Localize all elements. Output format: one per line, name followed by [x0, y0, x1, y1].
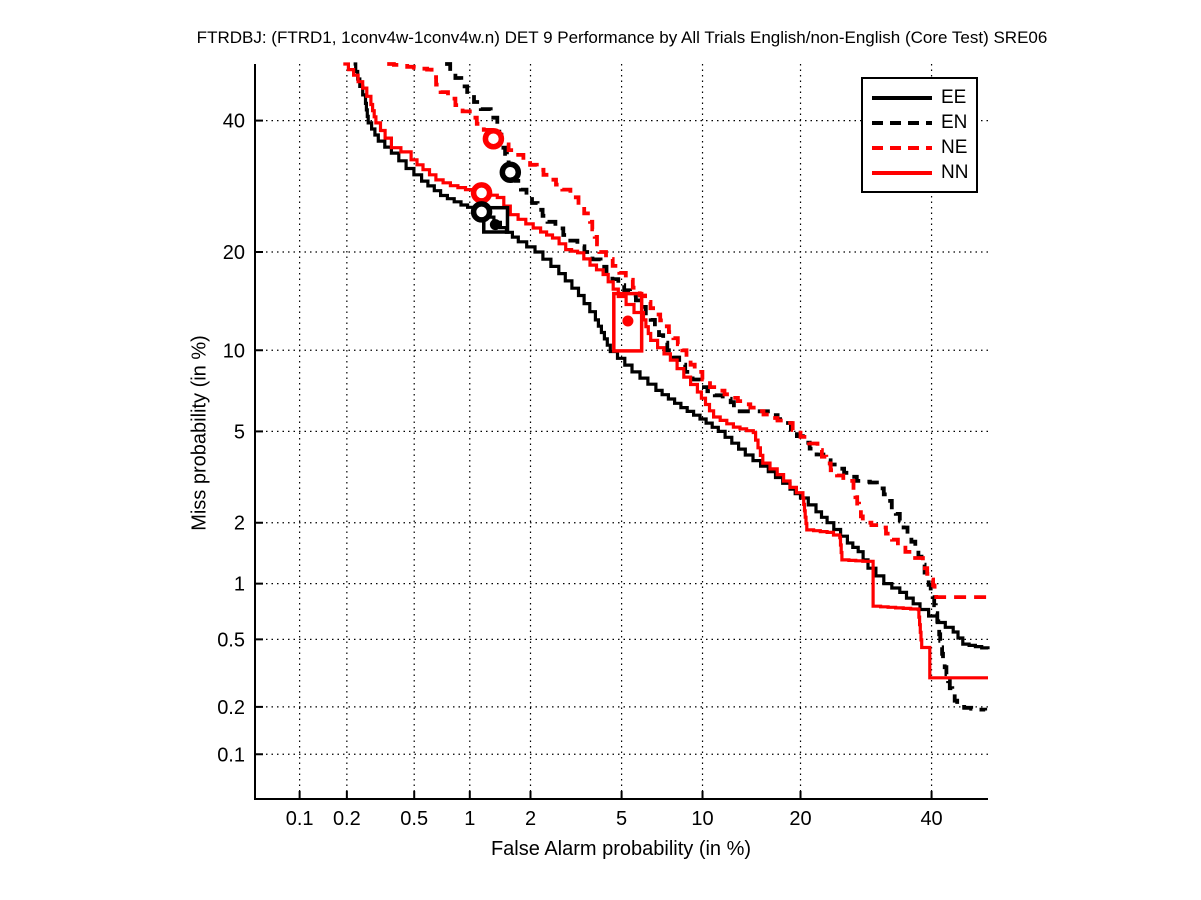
operating-point-marker-NN — [470, 182, 493, 204]
y-tick-label: 1 — [234, 574, 245, 596]
dot-marker-NN — [622, 315, 634, 327]
y-tick-label: 40 — [223, 111, 245, 133]
legend-item-EN: EN — [863, 111, 976, 135]
curve-EN — [445, 62, 988, 712]
curve-NN — [343, 62, 988, 680]
y-axis-label: Miss probability (in %) — [188, 335, 211, 531]
legend-item-NN: NN — [863, 161, 976, 185]
x-tick-label: 0.5 — [400, 808, 428, 830]
legend: EE EN NE NN — [861, 77, 978, 193]
y-tick-label: 0.1 — [217, 744, 245, 766]
legend-line-sample-solid — [872, 95, 932, 100]
legend-line-sample-solid — [872, 170, 932, 175]
y-tick-label: 2 — [234, 513, 245, 535]
legend-item-label: NN — [941, 162, 969, 183]
x-tick-label: 10 — [691, 808, 713, 830]
operating-point-marker-NE — [482, 127, 505, 150]
y-tick-label: 10 — [223, 340, 245, 362]
x-tick-label: 5 — [616, 808, 627, 830]
operating-point-marker-EE — [470, 201, 493, 223]
x-tick-label: 0.1 — [286, 808, 314, 830]
x-tick-label: 2 — [525, 808, 536, 830]
x-tick-label: 40 — [920, 808, 942, 830]
legend-item-label: EE — [941, 87, 967, 108]
y-tick-label: 5 — [234, 421, 245, 443]
legend-item-label: EN — [941, 112, 968, 133]
y-tick-label: 0.5 — [217, 629, 245, 651]
x-axis-label: False Alarm probability (in %) — [490, 838, 752, 860]
min-dcf-box-marker-NN — [612, 291, 644, 353]
y-tick-label: 20 — [223, 242, 245, 264]
dot-marker-EE — [489, 219, 501, 231]
x-tick-label: 1 — [464, 808, 475, 830]
chart-title: FTRDBJ: (FTRD1, 1conv4w-1conv4w.n) DET 9… — [196, 28, 1048, 47]
x-tick-label: 0.2 — [333, 808, 361, 830]
operating-point-marker-EN — [499, 161, 522, 183]
legend-item-label: NE — [941, 137, 968, 158]
legend-item-EE: EE — [863, 86, 976, 110]
legend-line-sample-dashed — [872, 120, 932, 125]
x-tick-label: 20 — [789, 808, 811, 830]
legend-line-sample-dashed — [872, 145, 932, 150]
legend-item-NE: NE — [863, 136, 976, 160]
y-tick-label: 0.2 — [217, 697, 245, 719]
